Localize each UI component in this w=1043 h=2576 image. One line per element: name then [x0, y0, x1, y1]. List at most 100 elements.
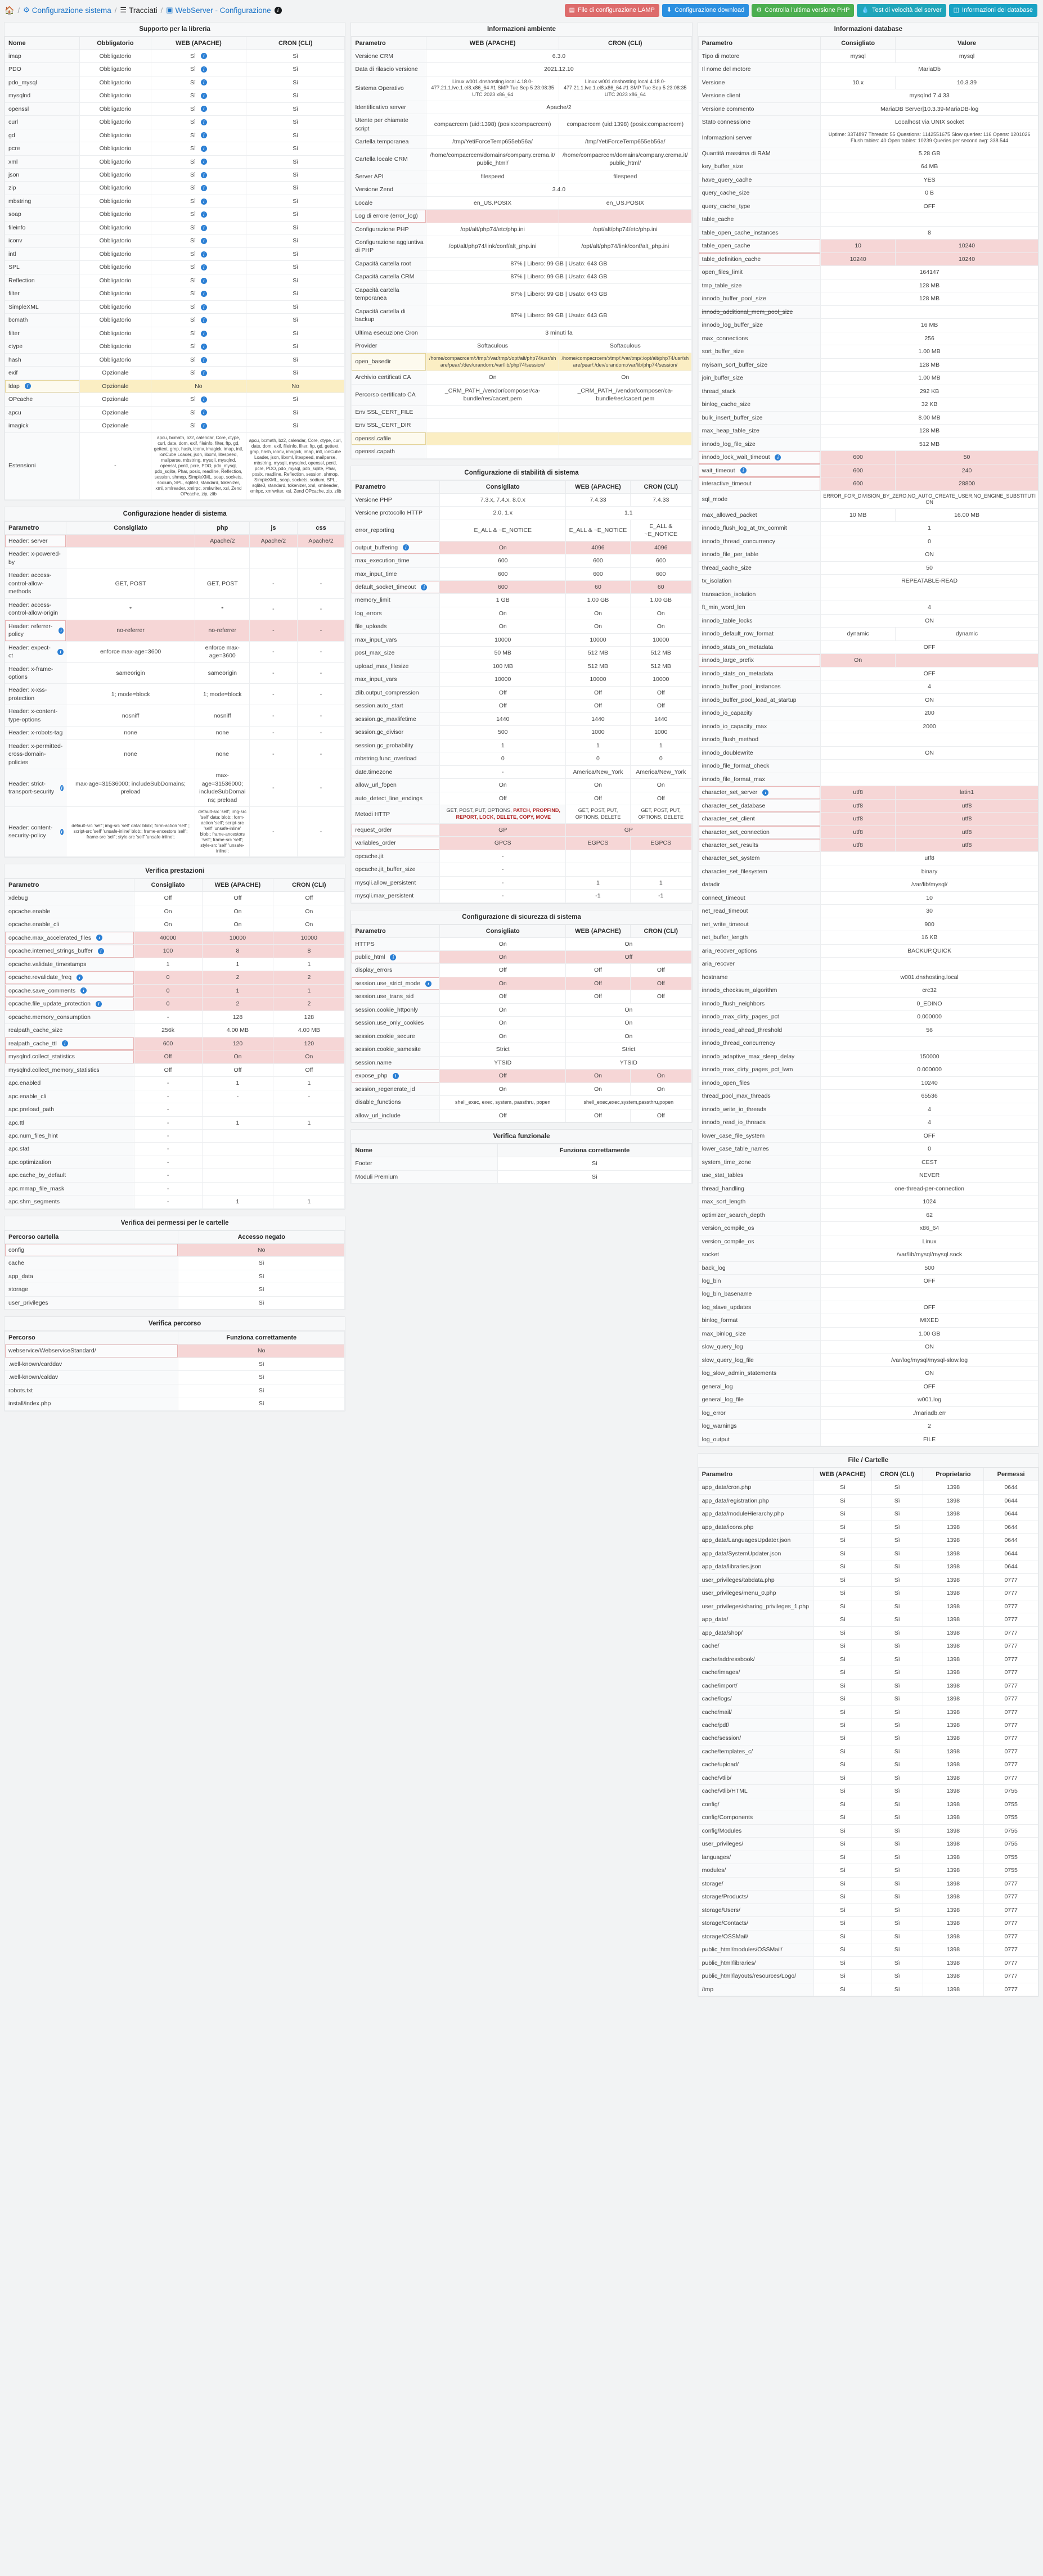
- table-cell: [820, 305, 1038, 319]
- table-cell: exif: [5, 366, 80, 380]
- breadcrumb-home-link[interactable]: 🏠: [5, 6, 14, 15]
- info-icon[interactable]: i: [95, 1000, 102, 1007]
- table-cell: Uptime: 3374897 Threads: 55 Questions: 1…: [820, 128, 1038, 147]
- info-icon[interactable]: i: [59, 627, 64, 634]
- table-cell: Off: [565, 963, 631, 977]
- database-info-button[interactable]: ◫ Informazioni del database: [948, 4, 1037, 17]
- table-cell: On: [201, 1050, 274, 1064]
- info-icon[interactable]: i: [200, 357, 207, 363]
- info-icon[interactable]: i: [200, 330, 207, 337]
- table-cell: 0: [133, 984, 203, 998]
- table-cell: 2.0, 1.x: [439, 506, 567, 520]
- info-icon[interactable]: i: [200, 409, 207, 416]
- table-cell: Off: [133, 891, 203, 905]
- info-icon[interactable]: i: [740, 467, 747, 474]
- table-cell: Obbligatorio: [79, 181, 151, 195]
- table-cell: max_allowed_packet: [698, 508, 821, 522]
- lamp-config-file-button[interactable]: ▤ File di configurazione LAMP: [564, 4, 659, 17]
- table-cell: max_input_vars: [351, 633, 440, 647]
- table-cell: Sì: [871, 1666, 923, 1680]
- info-icon[interactable]: i: [200, 422, 207, 429]
- panel-title: Verifica percorso: [5, 1317, 345, 1332]
- info-icon[interactable]: i: [421, 584, 428, 590]
- table-row: cache/pdf/Sì Sì 1398 0777: [698, 1718, 1038, 1733]
- table-cell: innodb_table_locks: [698, 613, 821, 628]
- info-icon[interactable]: i: [390, 954, 397, 960]
- info-icon[interactable]: i: [200, 172, 207, 178]
- table-row: cache/session/Sì Sì 1398 0777: [698, 1731, 1038, 1745]
- info-icon[interactable]: i: [96, 935, 103, 941]
- info-icon[interactable]: i: [775, 454, 781, 461]
- info-icon[interactable]: i: [24, 383, 31, 390]
- table-cell: On: [630, 606, 692, 621]
- info-icon[interactable]: i: [80, 987, 87, 994]
- info-icon[interactable]: i: [200, 92, 207, 99]
- table-cell: Sì: [871, 1758, 923, 1772]
- folder-permissions-table: Verifica dei permessi per le cartelle Pe…: [5, 1216, 345, 1310]
- table-cell: filespeed: [558, 169, 692, 184]
- info-icon[interactable]: i: [200, 106, 207, 112]
- table-cell: -: [133, 1195, 203, 1209]
- info-icon[interactable]: i: [425, 980, 431, 987]
- info-icon[interactable]: i: [77, 974, 83, 981]
- table-cell: slow_query_log: [698, 1340, 821, 1354]
- panel-title: File / Cartelle: [698, 1454, 1038, 1468]
- table-cell: opcache.max_accelerated_files i: [5, 931, 134, 945]
- info-icon[interactable]: i: [200, 132, 207, 139]
- info-icon[interactable]: i: [200, 304, 207, 310]
- check-latest-php-button[interactable]: ⚙ Controlla l'ultima versione PHP: [752, 4, 855, 17]
- info-icon[interactable]: i: [200, 198, 207, 205]
- column-header: js: [249, 521, 298, 535]
- info-icon[interactable]: i: [403, 544, 410, 551]
- download-config-button[interactable]: ⬇ Configurazione download: [662, 4, 749, 17]
- table-header-row: Parametro Consigliato WEB (APACHE) CRON (CL…: [351, 480, 692, 494]
- table-cell: Log di errore (error_log): [351, 209, 427, 223]
- table-row: max_allowed_packet 10 MB 16.00 MB: [698, 508, 1038, 522]
- table-row: innodb_doublewrite ON: [698, 746, 1038, 760]
- info-icon[interactable]: i: [200, 277, 207, 284]
- info-icon[interactable]: i: [200, 79, 207, 86]
- info-icon[interactable]: i: [200, 317, 207, 324]
- info-icon[interactable]: i: [274, 6, 282, 14]
- info-icon[interactable]: i: [200, 224, 207, 231]
- server-speed-test-button[interactable]: 💧 Test di velocità del server: [857, 4, 946, 17]
- info-icon[interactable]: i: [97, 948, 104, 954]
- table-cell: cache/import/: [698, 1679, 815, 1693]
- table-cell: 1398: [922, 1546, 984, 1561]
- info-icon[interactable]: i: [200, 159, 207, 165]
- table-cell: [558, 209, 692, 223]
- breadcrumb-item-webserver-configurazione[interactable]: ▣ WebServer - Configurazione: [166, 6, 271, 15]
- info-icon[interactable]: i: [200, 53, 207, 60]
- info-icon[interactable]: i: [200, 238, 207, 245]
- table-cell: GET, POST: [195, 569, 250, 599]
- table-cell: 1398: [922, 1639, 984, 1653]
- info-icon[interactable]: i: [200, 66, 207, 73]
- info-icon[interactable]: i: [200, 211, 207, 218]
- breadcrumb-item-configurazione-sistema[interactable]: ⚙ Configurazione sistema: [23, 6, 111, 15]
- info-icon[interactable]: i: [60, 828, 64, 835]
- table-cell: 0777: [983, 1956, 1038, 1970]
- info-icon[interactable]: i: [200, 264, 207, 271]
- table-cell: 0777: [983, 1573, 1038, 1587]
- info-icon[interactable]: i: [200, 291, 207, 297]
- info-icon[interactable]: i: [200, 370, 207, 376]
- info-icon[interactable]: i: [200, 396, 207, 403]
- info-icon[interactable]: i: [392, 1073, 399, 1080]
- breadcrumb-item-tracciati[interactable]: ☰ Tracciati: [120, 6, 157, 15]
- table-cell: Obbligatorio: [79, 313, 151, 327]
- table-cell: tx_isolation: [698, 574, 821, 588]
- info-icon[interactable]: i: [57, 648, 64, 655]
- table-row: innodb_io_capacity 200: [698, 706, 1038, 720]
- info-icon[interactable]: i: [200, 145, 207, 152]
- info-icon[interactable]: i: [200, 185, 207, 192]
- table-cell: opcache.save_comments i: [5, 984, 134, 998]
- info-icon[interactable]: i: [762, 789, 769, 796]
- info-icon[interactable]: i: [61, 1040, 68, 1047]
- table-row: Header: x-robots-tag none none - -: [5, 726, 345, 740]
- info-icon[interactable]: i: [200, 251, 207, 258]
- info-icon[interactable]: i: [200, 119, 207, 125]
- info-icon[interactable]: i: [200, 344, 207, 350]
- info-icon[interactable]: i: [60, 784, 64, 791]
- table-cell: Off: [201, 1063, 274, 1077]
- table-row: innodb_adaptive_max_sleep_delay 150000: [698, 1049, 1038, 1064]
